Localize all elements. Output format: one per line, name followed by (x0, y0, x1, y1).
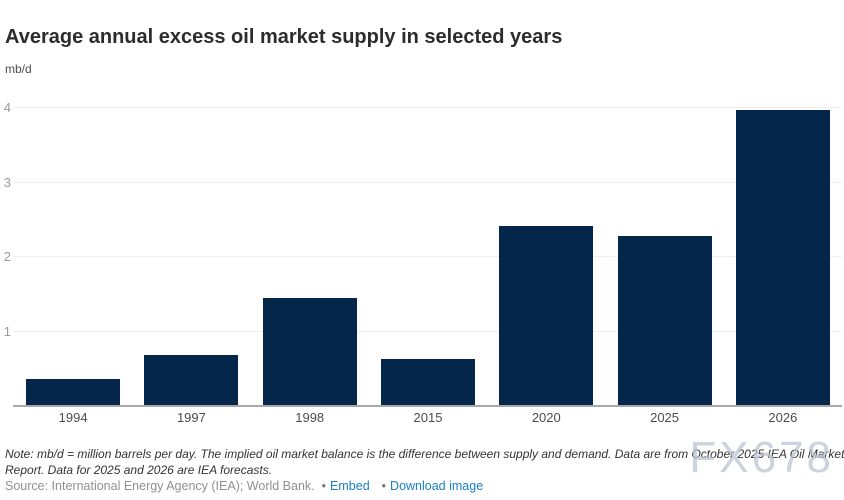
bullet-separator: • (321, 479, 327, 493)
bar-1998 (262, 297, 357, 405)
chart-title: Average annual excess oil market supply … (5, 26, 563, 48)
y-tick-label-3: 3 (3, 174, 11, 190)
bar-2020 (499, 226, 594, 405)
source-line: Source: International Energy Agency (IEA… (5, 479, 483, 493)
chart-note: Note: mb/d = million barrels per day. Th… (5, 446, 844, 478)
y-tick-label-1: 1 (3, 323, 11, 339)
bar-1994 (26, 378, 121, 405)
bar-chart-plot-area: 1 2 3 4 1994 1997 1998 2015 2020 2025 2026 (3, 100, 842, 425)
x-tick-label-1994: 1994 (58, 410, 88, 425)
bullet-separator: • (381, 479, 387, 493)
x-tick-label-2015: 2015 (413, 410, 443, 425)
x-tick-label-2025: 2025 (650, 410, 680, 425)
download-image-link[interactable]: Download image (390, 479, 484, 493)
x-tick-label-2026: 2026 (768, 410, 798, 425)
source-text: Source: International Energy Agency (IEA… (5, 479, 315, 493)
note-line-1: Note: mb/d = million barrels per day. Th… (5, 447, 844, 461)
gridline-y-2 (14, 256, 842, 257)
chart-units-label: mb/d (5, 62, 32, 76)
y-tick-label-2: 2 (3, 249, 11, 264)
x-tick-label-1998: 1998 (295, 410, 325, 425)
x-tick-label-1997: 1997 (176, 410, 206, 425)
gridline-y-4 (14, 107, 842, 108)
x-axis-line (13, 405, 842, 407)
gridline-y-1 (14, 330, 842, 332)
bar-2025 (617, 235, 712, 405)
fx678-watermark: FX678 (689, 433, 834, 482)
bar-2015 (381, 358, 475, 405)
y-tick-label-4: 4 (3, 100, 11, 115)
bar-2026 (735, 109, 830, 405)
bar-1997 (144, 355, 239, 405)
embed-link[interactable]: Embed (330, 479, 370, 493)
note-line-2: Report. Data for 2025 and 2026 are IEA f… (5, 463, 273, 477)
x-tick-label-2020: 2020 (531, 410, 561, 425)
gridline-y-3 (14, 181, 842, 183)
